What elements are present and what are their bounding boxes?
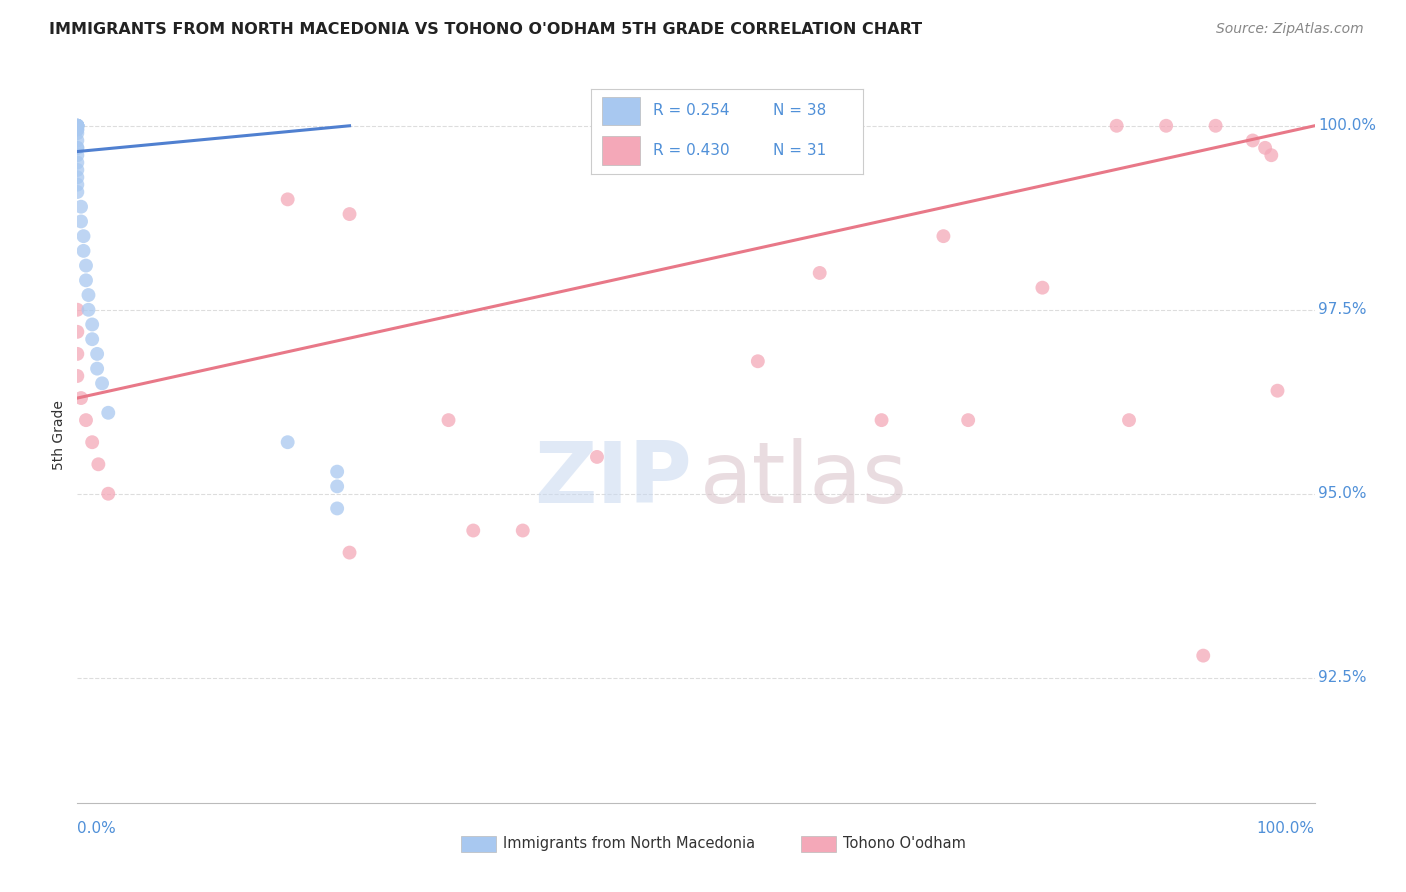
FancyBboxPatch shape [801,836,835,852]
Point [66,148,89,162]
Point [1260,148,1282,162]
Point [66,163,89,178]
Point [1105,119,1128,133]
Point [66,134,89,148]
Point [66,141,89,155]
Point [70,200,93,214]
Text: 95.0%: 95.0% [1319,486,1367,501]
Point [66,119,89,133]
Text: Tohono O'odham: Tohono O'odham [844,836,966,851]
Point [66,119,89,133]
Point [66,119,89,133]
Point [747,354,769,368]
Point [72,244,94,258]
Point [66,155,89,169]
Point [87,458,110,472]
Point [97,406,120,420]
Text: IMMIGRANTS FROM NORTH MACEDONIA VS TOHONO O'ODHAM 5TH GRADE CORRELATION CHART: IMMIGRANTS FROM NORTH MACEDONIA VS TOHON… [49,22,922,37]
Text: Source: ZipAtlas.com: Source: ZipAtlas.com [1216,22,1364,37]
Point [326,501,349,516]
Point [277,193,299,207]
Point [70,214,93,228]
Point [77,302,100,317]
Point [82,332,104,346]
Point [463,524,485,538]
Text: 0.0%: 0.0% [77,822,117,836]
Point [586,450,609,464]
Point [66,302,89,317]
Point [339,546,361,560]
Point [66,119,89,133]
Point [1254,141,1277,155]
Point [437,413,460,427]
Point [66,126,89,140]
Point [86,361,108,376]
Point [72,229,94,244]
Point [66,170,89,185]
Text: 92.5%: 92.5% [1319,670,1367,685]
Point [70,391,93,405]
Point [66,119,89,133]
Point [66,178,89,192]
Point [1118,413,1140,427]
Point [75,413,97,427]
Point [66,141,89,155]
Y-axis label: 5th Grade: 5th Grade [52,400,66,470]
Point [82,318,104,332]
Text: Immigrants from North Macedonia: Immigrants from North Macedonia [503,836,755,851]
Point [512,524,534,538]
Point [66,119,89,133]
Text: ZIP: ZIP [534,437,692,521]
Point [277,435,299,450]
Point [91,376,114,391]
Point [1192,648,1215,663]
Point [75,259,97,273]
Point [932,229,955,244]
Point [66,122,89,136]
Point [1205,119,1227,133]
Point [82,435,104,450]
Point [66,325,89,339]
Point [66,122,89,136]
FancyBboxPatch shape [461,836,495,852]
Text: 100.0%: 100.0% [1319,119,1376,133]
Text: 100.0%: 100.0% [1257,822,1315,836]
Point [66,119,89,133]
Point [339,207,361,221]
Point [66,347,89,361]
Point [870,413,893,427]
Point [1031,281,1053,295]
Point [77,288,100,302]
Point [75,273,97,287]
Point [1267,384,1289,398]
Point [66,185,89,199]
Point [326,465,349,479]
Point [86,347,108,361]
Point [808,266,831,280]
Point [97,487,120,501]
Point [957,413,980,427]
Point [1241,134,1264,148]
Point [1154,119,1177,133]
Point [66,119,89,133]
Point [66,369,89,384]
Text: 97.5%: 97.5% [1319,302,1367,318]
Text: atlas: atlas [700,437,908,521]
Point [326,479,349,493]
